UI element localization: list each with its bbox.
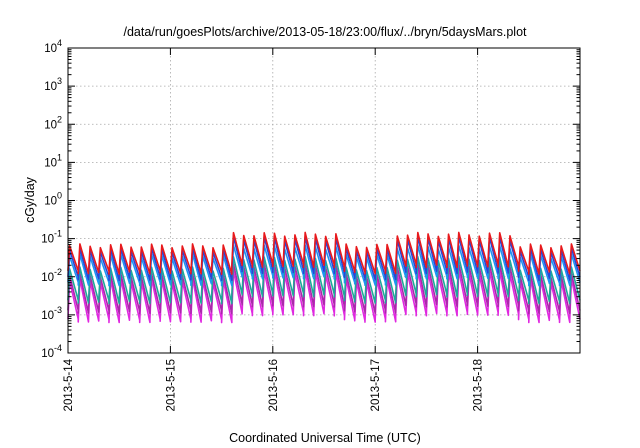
y-tick-exponent: 4	[57, 38, 62, 48]
y-tick-base: 10	[41, 348, 54, 360]
ticks	[67, 47, 580, 354]
flux-series-line	[67, 255, 581, 305]
x-tick-label: 2013-5-15	[165, 359, 177, 411]
y-tick-exponent: -2	[54, 267, 62, 277]
x-tick-label: 2013-5-14	[63, 358, 75, 411]
y-tick-exponent: 3	[57, 76, 62, 86]
x-tick-label: 2013-5-16	[268, 359, 280, 411]
y-tick-label: 100	[44, 191, 62, 208]
y-tick-label: 101	[44, 152, 62, 169]
y-axis-label: cGy/day	[23, 176, 37, 223]
y-tick-exponent: -1	[54, 229, 62, 239]
y-tick-exponent: 1	[57, 152, 62, 162]
y-tick-label: 10-1	[41, 229, 62, 246]
y-tick-base: 10	[44, 81, 57, 93]
x-axis-label: Coordinated Universal Time (UTC)	[229, 431, 421, 445]
y-tick-label: 104	[44, 38, 62, 55]
y-tick-base: 10	[41, 310, 54, 322]
flux-series-line	[67, 231, 581, 275]
x-tick-label: 2013-5-17	[370, 359, 382, 411]
y-tick-base: 10	[44, 43, 57, 55]
y-tick-exponent: -3	[54, 305, 62, 315]
y-tick-exponent: -4	[54, 343, 62, 353]
y-tick-label: 10-4	[41, 343, 62, 360]
x-tick-labels: 2013-5-14 2013-5-15 2013-5-16 2013-5-17 2013…	[63, 358, 485, 411]
y-tick-label: 10-2	[41, 267, 62, 284]
y-tick-base: 10	[44, 196, 57, 208]
y-tick-base: 10	[41, 272, 54, 284]
y-tick-exponent: 2	[57, 114, 62, 124]
y-tick-base: 10	[44, 119, 57, 131]
y-tick-label: 10-3	[41, 305, 62, 322]
y-tick-exponent: 0	[57, 191, 62, 201]
chart-title: /data/run/goesPlots/archive/2013-05-18/2…	[123, 25, 527, 39]
y-tick-base: 10	[44, 157, 57, 169]
y-tick-label: 103	[44, 76, 62, 93]
y-tick-base: 10	[41, 234, 54, 246]
series-group	[67, 231, 581, 324]
y-tick-label: 102	[44, 114, 62, 131]
x-tick-label: 2013-5-18	[473, 359, 485, 411]
